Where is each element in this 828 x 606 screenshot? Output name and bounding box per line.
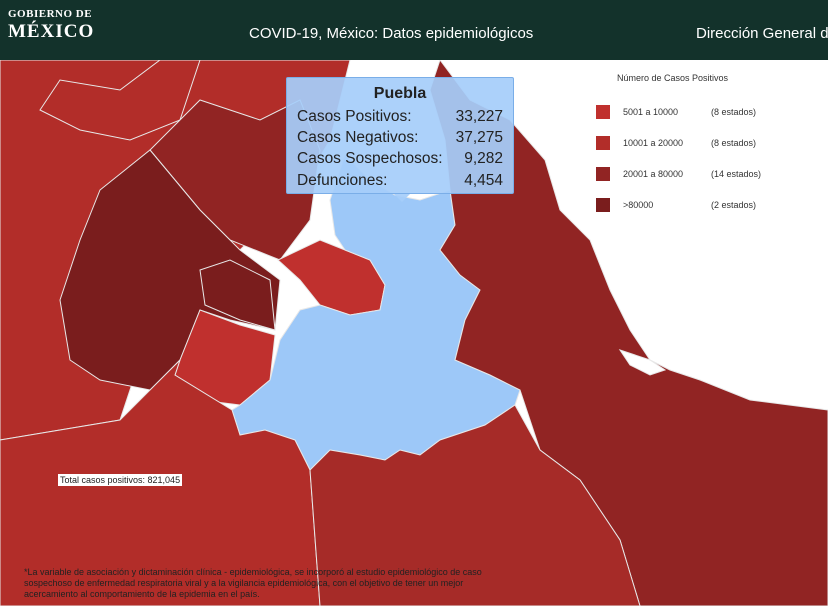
legend-range: 5001 a 10000: [623, 107, 679, 117]
legend-range: >80000: [623, 200, 654, 210]
legend-count: (8 estados): [711, 138, 757, 148]
brand-line-2: MÉXICO: [8, 21, 95, 42]
tooltip-value: 33,227: [455, 108, 503, 125]
legend-swatch: [596, 136, 610, 150]
legend-count: (14 estados): [711, 169, 762, 179]
legend-swatch: [596, 198, 610, 212]
nav-link-direccion-general[interactable]: Dirección General de: [696, 25, 828, 42]
coast-lagoon: [618, 349, 667, 376]
state-region-northwest[interactable]: [39, 60, 201, 141]
legend-count: (2 estados): [711, 200, 757, 210]
tooltip-label: Casos Positivos:: [297, 108, 412, 125]
state-tooltip: Puebla Casos Positivos: 33,227 Casos Neg…: [286, 77, 514, 202]
gobierno-mexico-logo[interactable]: GOBIERNO DE MÉXICO: [8, 8, 95, 42]
state-region-oaxaca[interactable]: [309, 404, 641, 606]
state-region-ciudad-de-mexico[interactable]: [199, 259, 276, 331]
page-title: COVID-19, México: Datos epidemiológicos: [249, 25, 534, 42]
tooltip-value: 9,282: [464, 150, 503, 167]
tooltip-label: Defunciones:: [297, 172, 388, 189]
legend-range: 20001 a 80000: [623, 169, 684, 179]
tooltip-value: 4,454: [464, 172, 503, 189]
legend-title: Número de Casos Positivos: [617, 73, 729, 83]
legend-count: (8 estados): [711, 107, 757, 117]
footnote: *La variable de asociación y dictaminaci…: [24, 567, 482, 599]
header-bar: GOBIERNO DE MÉXICO COVID-19, México: Dat…: [0, 0, 828, 60]
total-cases-label: Total casos positivos: 821,045: [58, 474, 183, 486]
legend-swatch: [596, 105, 610, 119]
tooltip-state-name: Puebla: [373, 85, 427, 102]
tooltip-value: 37,275: [455, 129, 503, 146]
brand-line-1: GOBIERNO DE: [8, 8, 93, 20]
tooltip-label: Casos Negativos:: [297, 129, 419, 146]
map-legend: Número de Casos Positivos 5001 a 10000 (…: [596, 73, 828, 212]
tooltip-label: Casos Sospechosos:: [297, 150, 443, 167]
legend-range: 10001 a 20000: [623, 138, 684, 148]
legend-swatch: [596, 167, 610, 181]
